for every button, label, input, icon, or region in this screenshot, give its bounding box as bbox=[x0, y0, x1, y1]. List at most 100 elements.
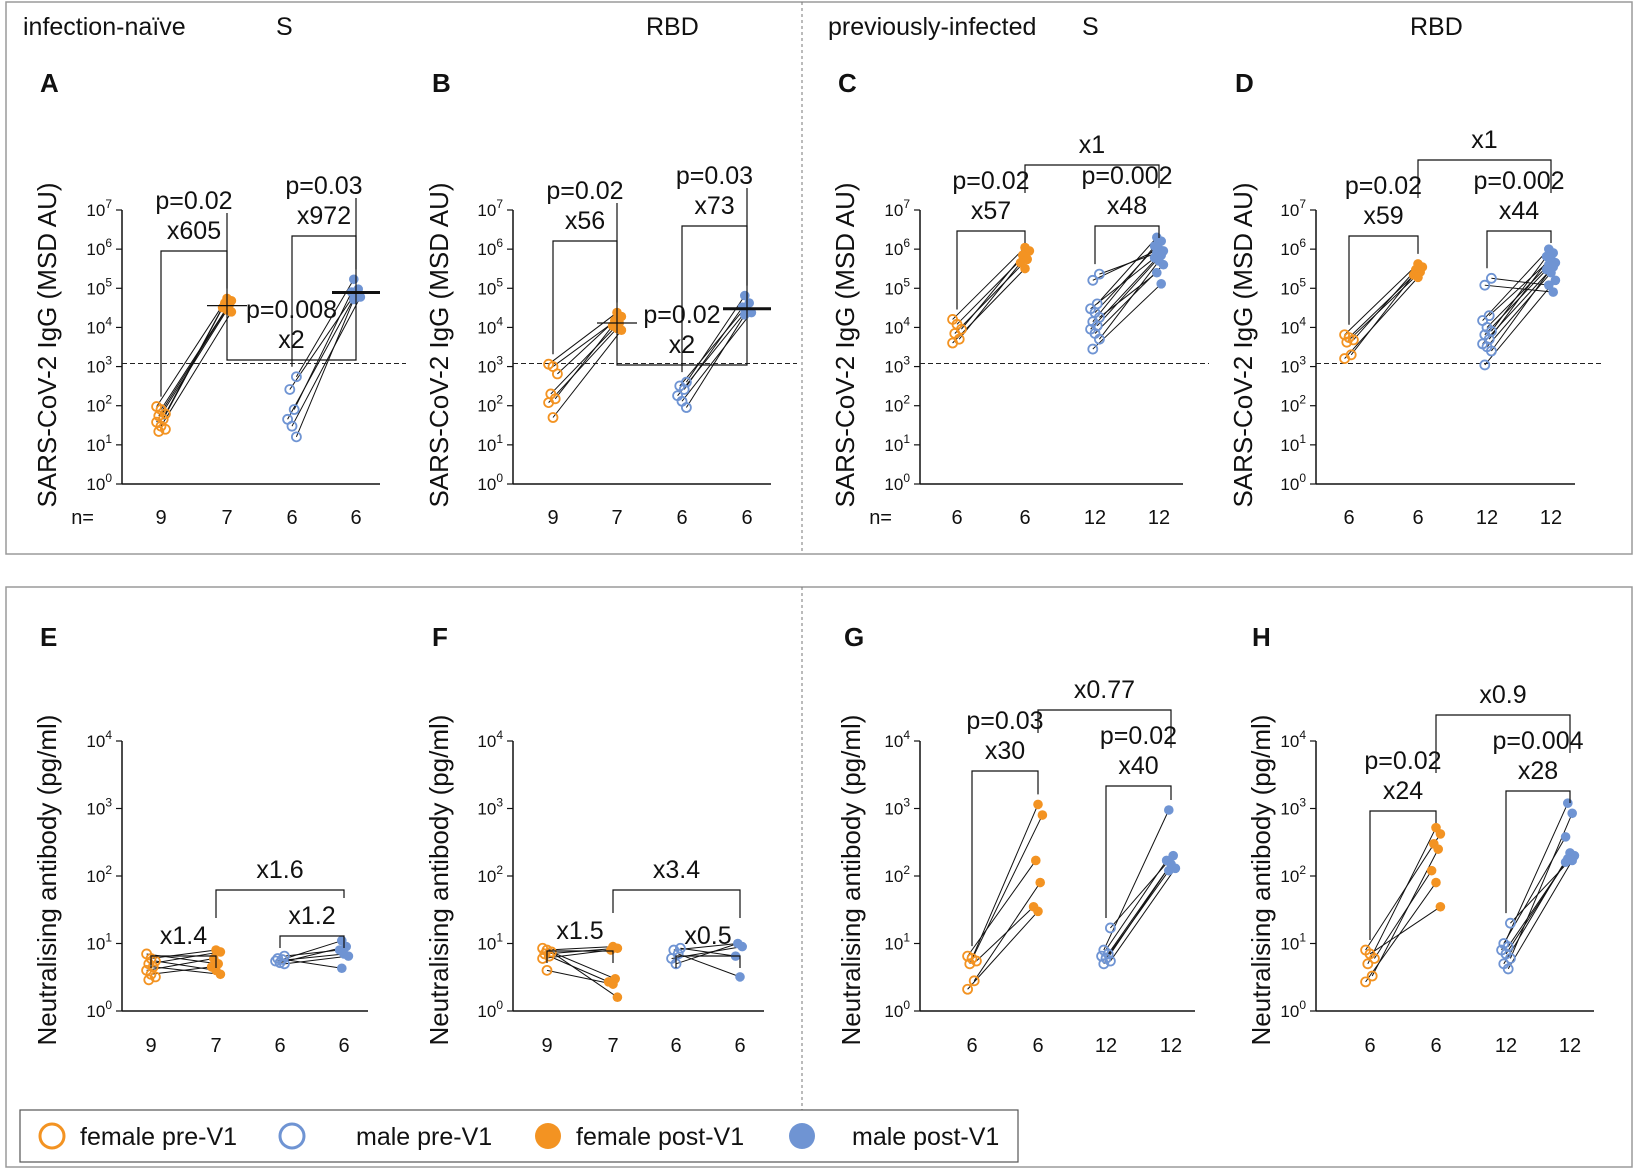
y-tick-label: 103 bbox=[477, 354, 503, 377]
panel-a: A SARS-CoV-2 IgG (MSD AU) 100 101 102 103 104 1… bbox=[32, 68, 406, 529]
panel-letter: D bbox=[1235, 68, 1254, 98]
pair-line bbox=[967, 860, 1037, 957]
y-tick-label: 104 bbox=[1280, 314, 1306, 337]
point-female-post bbox=[1033, 906, 1043, 917]
point-female-pre bbox=[947, 337, 958, 349]
n-count: 6 bbox=[350, 507, 361, 529]
comparison-label: x2 bbox=[669, 331, 695, 359]
point-female-post bbox=[1435, 829, 1446, 839]
pair-line bbox=[1094, 264, 1164, 334]
y-tick-label: 104 bbox=[477, 314, 503, 337]
point-male-post bbox=[1544, 280, 1554, 290]
legend-marker-female-pre bbox=[38, 1122, 66, 1150]
point-male-post bbox=[1158, 259, 1169, 270]
pair-line bbox=[973, 882, 1041, 982]
n-count: 12 bbox=[1559, 1035, 1581, 1057]
pair-line bbox=[548, 327, 618, 403]
pair-line bbox=[1090, 250, 1164, 330]
n-count: 6 bbox=[274, 1035, 285, 1057]
point-female-post bbox=[226, 307, 237, 317]
point-male-pre bbox=[284, 384, 296, 395]
point-male-pre bbox=[1502, 963, 1514, 975]
point-male-pre bbox=[1505, 953, 1516, 964]
n-count: 12 bbox=[1476, 507, 1498, 529]
header-naive-rbd: RBD bbox=[646, 13, 699, 41]
comparison-bracket bbox=[1024, 164, 1160, 193]
pair-line bbox=[1096, 237, 1158, 305]
panel-c: C SARS-CoV-2 IgG (MSD AU) 100 101 102 103 104 1… bbox=[830, 68, 1209, 529]
comparison-label: p=0.002 bbox=[1081, 162, 1172, 190]
comparison-bracket bbox=[971, 770, 1039, 947]
point-male-post bbox=[1550, 275, 1561, 286]
y-tick-label: 101 bbox=[1280, 432, 1306, 455]
y-tick-label: 101 bbox=[884, 931, 910, 954]
point-female-post bbox=[215, 969, 226, 980]
point-female-post bbox=[616, 325, 627, 335]
y-tick-label: 105 bbox=[86, 275, 112, 298]
legend-marker-male-post bbox=[789, 1123, 815, 1149]
point-female-pre bbox=[1339, 353, 1350, 364]
comparison-label: x2 bbox=[278, 326, 304, 354]
y-axis-label: SARS-CoV-2 IgG (MSD AU) bbox=[32, 182, 62, 507]
panel-letter: B bbox=[432, 68, 451, 98]
point-female-pre bbox=[1369, 953, 1380, 964]
y-tick-label: 104 bbox=[477, 728, 503, 751]
comparison-label: x59 bbox=[1363, 202, 1403, 230]
point-male-post bbox=[1164, 865, 1174, 876]
comparison-bracket bbox=[675, 955, 741, 968]
legend-label-male-post: male post-V1 bbox=[852, 1123, 999, 1151]
y-tick-label: 102 bbox=[477, 393, 503, 416]
n-count: 12 bbox=[1095, 1035, 1117, 1057]
pair-line bbox=[1344, 277, 1419, 359]
pair-line bbox=[1109, 868, 1176, 962]
point-male-post bbox=[337, 963, 347, 974]
pair-line bbox=[678, 953, 741, 978]
pair-line bbox=[1491, 277, 1549, 286]
pair-line bbox=[1099, 260, 1160, 340]
point-male-pre bbox=[290, 431, 302, 443]
header-previously-infected: previously-infected bbox=[828, 13, 1036, 41]
comparison-label: x57 bbox=[971, 197, 1011, 225]
y-axis-label: SARS-CoV-2 IgG (MSD AU) bbox=[424, 182, 454, 507]
bottom-frame bbox=[5, 586, 1633, 1168]
y-tick-label: 103 bbox=[884, 354, 910, 377]
comparison-bracket bbox=[1505, 790, 1571, 914]
n-count: 6 bbox=[1412, 507, 1423, 529]
pair-line bbox=[1501, 802, 1569, 951]
n-count: 6 bbox=[1343, 507, 1354, 529]
point-female-pre bbox=[159, 408, 171, 420]
comparison-label: x0.9 bbox=[1479, 681, 1526, 709]
point-male-post bbox=[737, 941, 747, 952]
n-count: 6 bbox=[741, 507, 752, 529]
pair-line bbox=[958, 262, 1021, 340]
point-female-pre bbox=[157, 413, 169, 425]
n-count: 6 bbox=[1019, 507, 1030, 529]
pair-line bbox=[967, 910, 1039, 990]
y-tick-label: 103 bbox=[1280, 796, 1306, 819]
point-male-pre bbox=[1094, 333, 1105, 345]
point-male-post bbox=[735, 972, 745, 982]
panel-h: H Neutralising antibody (pg/ml) 100 101 102 1… bbox=[1246, 622, 1594, 1057]
comparison-label: x28 bbox=[1518, 757, 1558, 785]
y-tick-label: 101 bbox=[477, 931, 503, 954]
pair-line bbox=[1103, 809, 1170, 951]
n-count: 7 bbox=[611, 507, 622, 529]
y-tick-label: 102 bbox=[86, 393, 112, 416]
comparison-label: p=0.03 bbox=[285, 172, 362, 200]
point-female-post bbox=[1031, 855, 1041, 866]
pair-line bbox=[961, 254, 1024, 330]
point-male-post bbox=[1560, 832, 1571, 842]
point-male-pre bbox=[678, 384, 690, 395]
point-male-post bbox=[1546, 267, 1556, 278]
panel-letter: C bbox=[838, 68, 857, 98]
comparison-label: x48 bbox=[1107, 192, 1147, 220]
y-tick-label: 107 bbox=[884, 197, 910, 220]
comparison-bracket bbox=[612, 889, 741, 918]
pair-line bbox=[1369, 906, 1441, 955]
point-female-pre bbox=[543, 950, 555, 962]
point-female-pre bbox=[1360, 976, 1371, 988]
pair-line bbox=[1365, 833, 1441, 951]
y-axis-label: SARS-CoV-2 IgG (MSD AU) bbox=[1228, 182, 1258, 507]
y-axis-label: Neutralising antibody (pg/ml) bbox=[424, 715, 454, 1046]
y-tick-label: 102 bbox=[86, 863, 112, 886]
